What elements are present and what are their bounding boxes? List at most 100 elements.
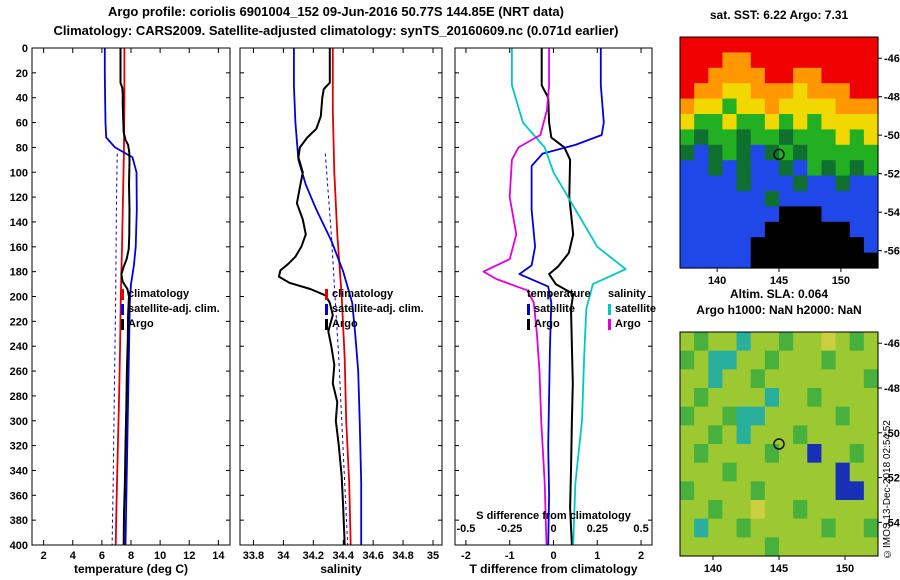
svg-text:2: 2 (41, 550, 47, 562)
svg-text:6: 6 (99, 550, 105, 562)
svg-text:240: 240 (10, 341, 28, 353)
argo-line-marker (325, 319, 328, 330)
legend-item-argo: Argo (121, 317, 220, 332)
svg-text:-0.5: -0.5 (456, 523, 475, 535)
svg-text:400: 400 (10, 540, 28, 552)
svg-text:4: 4 (70, 550, 77, 562)
svg-text:2: 2 (638, 550, 644, 562)
svg-text:20: 20 (16, 68, 28, 80)
legend-header-temperature: temperature (527, 287, 591, 302)
svg-text:140: 140 (10, 217, 28, 229)
svg-text:12: 12 (183, 550, 195, 562)
legend-item-climatology: climatology (121, 287, 220, 302)
svg-text:10: 10 (154, 550, 166, 562)
legend-item-argo: Argo (608, 317, 656, 332)
svg-text:0.25: 0.25 (587, 523, 608, 535)
svg-text:380: 380 (10, 515, 28, 527)
svg-text:-52: -52 (884, 473, 900, 485)
svg-text:140: 140 (704, 563, 722, 575)
difference-salinity-legend: salinity satellite Argo (608, 287, 656, 332)
legend-item-climatology: climatology (325, 287, 424, 302)
svg-text:-54: -54 (884, 207, 900, 219)
svg-text:-54: -54 (884, 517, 900, 529)
svg-text:34.6: 34.6 (362, 550, 383, 562)
svg-text:0: 0 (550, 550, 556, 562)
svg-text:34.8: 34.8 (392, 550, 413, 562)
svg-text:320: 320 (10, 441, 28, 453)
climatology-line-marker (325, 289, 328, 300)
svg-text:-2: -2 (461, 550, 471, 562)
satellite-clim-line-marker (325, 304, 328, 315)
svg-text:-46: -46 (884, 53, 900, 65)
legend-label: climatology (128, 288, 190, 300)
difference-temperature-legend: temperature satellite Argo (527, 287, 591, 332)
svg-text:300: 300 (10, 416, 28, 428)
legend-label: satellite-adj. clim. (128, 303, 220, 315)
satellite-clim-line-marker (121, 304, 124, 315)
figure-title-line2: Climatology: CARS2009. Satellite-adjuste… (53, 23, 619, 38)
legend-label: Argo (534, 318, 560, 330)
legend-item-satellite: satellite (527, 302, 591, 317)
legend-label: satellite (615, 303, 656, 315)
svg-text:150: 150 (836, 563, 854, 575)
svg-text:180: 180 (10, 267, 28, 279)
argo-sdiff-line-marker (608, 319, 611, 330)
svg-text:-50: -50 (884, 428, 900, 440)
legend-header-label: salinity (608, 288, 646, 300)
svg-text:1: 1 (594, 550, 600, 562)
svg-text:T difference from climatology: T difference from climatology (469, 562, 637, 576)
svg-text:340: 340 (10, 465, 28, 477)
salinity-panel-legend: climatology satellite-adj. clim. Argo (325, 287, 424, 332)
copyright-watermark: ©IMOS 13-Dec-2018 02:54:52 (882, 420, 893, 559)
legend-item-satellite-clim: satellite-adj. clim. (121, 302, 220, 317)
svg-text:0.5: 0.5 (633, 523, 648, 535)
legend-header-label: temperature (527, 288, 591, 300)
svg-text:40: 40 (16, 93, 28, 105)
temperature-panel-legend: climatology satellite-adj. clim. Argo (121, 287, 220, 332)
svg-text:-48: -48 (884, 92, 900, 104)
argo-line-marker (121, 319, 124, 330)
svg-text:-52: -52 (884, 169, 900, 181)
svg-text:14: 14 (212, 550, 225, 562)
svg-text:280: 280 (10, 391, 28, 403)
svg-text:-56: -56 (884, 246, 900, 258)
climatology-line-marker (121, 289, 124, 300)
legend-label: Argo (615, 318, 641, 330)
argo-diff-line-marker (527, 319, 530, 330)
svg-text:360: 360 (10, 490, 28, 502)
svg-text:salinity: salinity (320, 562, 362, 576)
svg-text:34: 34 (277, 550, 290, 562)
sla-map-title: Altim. SLA: 0.064 (729, 287, 829, 301)
svg-text:0: 0 (550, 523, 556, 535)
svg-text:-50: -50 (884, 130, 900, 142)
svg-text:220: 220 (10, 316, 28, 328)
svg-text:-46: -46 (884, 338, 900, 350)
sst-map-title: sat. SST: 6.22 Argo: 7.31 (709, 8, 849, 22)
svg-text:0: 0 (22, 43, 28, 55)
svg-text:140: 140 (708, 275, 726, 287)
legend-header-salinity: salinity (608, 287, 656, 302)
sla-map-subtitle: Argo h1000: NaN h2000: NaN (696, 303, 862, 317)
svg-text:145: 145 (770, 275, 788, 287)
svg-text:100: 100 (10, 167, 28, 179)
svg-text:160: 160 (10, 242, 28, 254)
svg-text:34.4: 34.4 (333, 550, 355, 562)
svg-text:-1: -1 (505, 550, 515, 562)
svg-text:34.2: 34.2 (303, 550, 324, 562)
legend-item-argo: Argo (325, 317, 424, 332)
svg-text:8: 8 (128, 550, 134, 562)
legend-label: Argo (332, 318, 358, 330)
svg-text:60: 60 (16, 118, 28, 130)
svg-text:-0.25: -0.25 (497, 523, 522, 535)
svg-text:80: 80 (16, 142, 28, 154)
legend-label: satellite (534, 303, 575, 315)
satellite-diff-line-marker (527, 304, 530, 315)
svg-text:120: 120 (10, 192, 28, 204)
legend-label: Argo (128, 318, 154, 330)
svg-text:150: 150 (832, 275, 850, 287)
svg-text:-48: -48 (884, 383, 900, 395)
svg-text:temperature (deg C): temperature (deg C) (74, 562, 188, 576)
legend-item-satellite: satellite (608, 302, 656, 317)
